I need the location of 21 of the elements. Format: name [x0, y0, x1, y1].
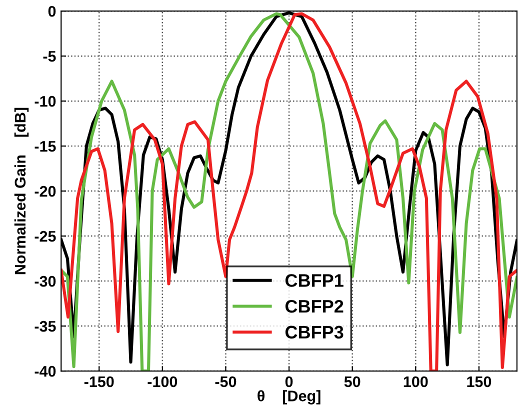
y-tick-label: -5 [43, 51, 56, 62]
y-tick-label: -25 [34, 230, 56, 242]
x-tick-label: 0 [285, 376, 293, 388]
y-tick-label: -30 [34, 276, 56, 287]
x-axis-title: θ [Deg] [258, 390, 320, 404]
x-tick-label: 50 [344, 376, 360, 388]
x-tick-label: -100 [148, 376, 178, 388]
legend-label: CBFP1 [285, 274, 344, 287]
x-tick-label: 100 [404, 376, 428, 388]
x-tick-label: 150 [467, 376, 492, 388]
y-tick-label: -40 [34, 366, 56, 377]
y-axis-title: Normalized Gain [dB] [14, 108, 29, 274]
y-tick-label: -20 [34, 186, 56, 197]
x-tick-label: -150 [84, 376, 114, 388]
y-tick-label: -10 [34, 96, 56, 107]
y-tick-label: -35 [34, 320, 56, 332]
legend-label: CBFP2 [285, 300, 344, 313]
y-tick-label: -15 [34, 141, 56, 152]
legend-label: CBFP3 [285, 326, 344, 339]
y-tick-label: 0 [48, 6, 56, 17]
x-tick-label: -50 [215, 376, 236, 388]
